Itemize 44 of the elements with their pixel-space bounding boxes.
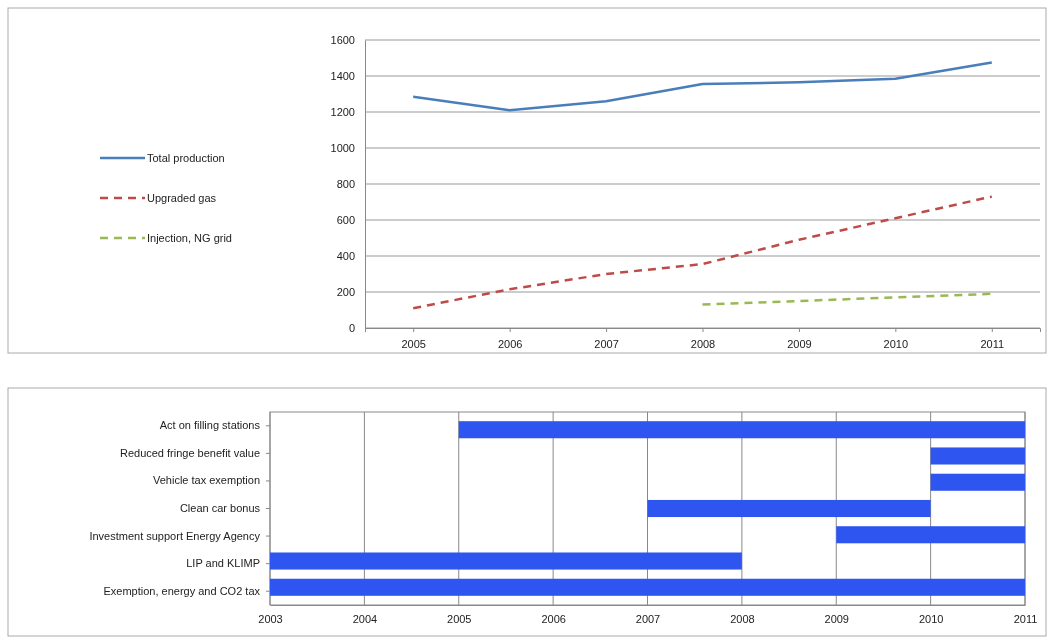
legend-label: Total production bbox=[147, 151, 225, 164]
y-tick-label: 800 bbox=[336, 178, 355, 191]
x-tick-label: 2006 bbox=[497, 337, 523, 350]
bar bbox=[930, 447, 1025, 465]
y-tick-label: Exemption, energy and CO2 tax bbox=[103, 584, 261, 597]
y-tick-label: 600 bbox=[336, 214, 355, 227]
y-tick-label: Vehicle tax exemption bbox=[152, 474, 260, 487]
x-tick-label: 2009 bbox=[787, 337, 812, 350]
y-tick-label: 1600 bbox=[330, 34, 355, 47]
bar bbox=[270, 578, 1025, 596]
y-tick-label: 1400 bbox=[330, 70, 355, 83]
x-tick-label: 2003 bbox=[258, 612, 283, 625]
x-tick-label: 2010 bbox=[918, 612, 944, 625]
x-tick-label: 2010 bbox=[883, 337, 909, 350]
x-tick-label: 2005 bbox=[401, 337, 426, 350]
bar bbox=[647, 499, 931, 518]
legend-label: Upgraded gas bbox=[147, 191, 217, 204]
y-tick-label: Investment support Energy Agency bbox=[89, 529, 261, 542]
line-series bbox=[411, 195, 994, 310]
legend-label: Injection, NG grid bbox=[147, 231, 232, 244]
x-tick-label: 2007 bbox=[635, 612, 661, 625]
x-tick-label: 2005 bbox=[447, 612, 472, 625]
y-tick-label: Reduced fringe benefit value bbox=[119, 446, 260, 459]
y-tick-label: 0 bbox=[348, 322, 355, 335]
x-tick-label: 2006 bbox=[541, 612, 566, 625]
x-tick-label: 2008 bbox=[690, 337, 716, 350]
line-series bbox=[411, 61, 994, 112]
bar bbox=[930, 473, 1025, 491]
x-tick-label: 2011 bbox=[1013, 612, 1038, 625]
x-tick-label: 2009 bbox=[824, 612, 849, 625]
x-tick-label: 2008 bbox=[730, 612, 755, 625]
bar bbox=[836, 526, 1025, 544]
y-tick-label: 200 bbox=[336, 286, 355, 299]
x-tick-label: 2004 bbox=[352, 612, 378, 625]
x-tick-label: 2011 bbox=[980, 337, 1005, 350]
bar bbox=[270, 552, 742, 570]
y-tick-label: 1200 bbox=[330, 106, 355, 119]
y-tick-label: LIP and KLIMP bbox=[186, 557, 260, 570]
x-tick-label: 2007 bbox=[594, 337, 619, 350]
y-tick-label: 400 bbox=[336, 250, 355, 263]
y-tick-label: 1000 bbox=[330, 142, 355, 155]
y-tick-label: Act on filling stations bbox=[159, 419, 261, 432]
bar bbox=[458, 421, 1025, 439]
y-tick-label: Clean car bonus bbox=[179, 502, 261, 515]
